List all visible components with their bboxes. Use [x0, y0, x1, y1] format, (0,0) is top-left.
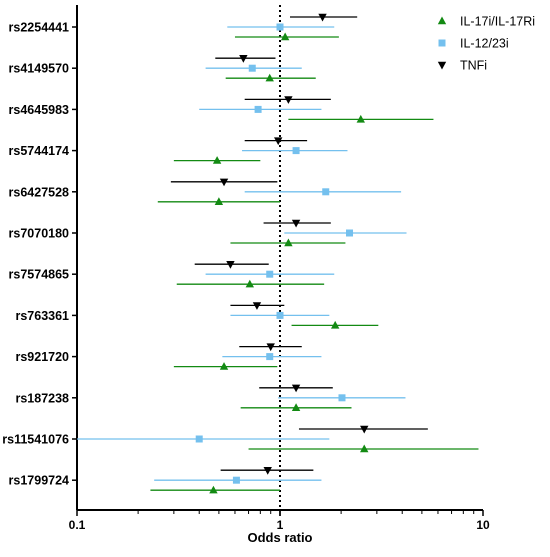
il-12-23i-point: [232, 476, 240, 484]
il-17i-il-17ri-point: [291, 403, 301, 411]
y-tick-label: rs2254441: [9, 21, 70, 35]
axes-group: 0.1 1 10 rs2254441 rs4149570 rs4645983 rs57441…: [2, 5, 490, 532]
y-tick-label: rs11541076: [2, 433, 69, 447]
tnfi-point: [252, 302, 262, 310]
il-12-23i-point: [266, 270, 274, 278]
tnfi-point: [239, 55, 248, 63]
il-17i-il-17ri-point: [284, 238, 293, 247]
il-17i-il-17ri-point: [360, 444, 369, 453]
x-axis-title: Odds ratio: [247, 530, 312, 545]
x-tick-label: 1: [277, 518, 284, 532]
y-tick-label: rs7574865: [9, 268, 70, 282]
il-17i-il-17ri-point: [212, 156, 222, 164]
il-17i-il-17ri-point: [214, 197, 224, 205]
tnfi-point: [318, 13, 327, 22]
y-tick-label: rs921720: [15, 350, 69, 364]
il-12-23i-point: [292, 147, 300, 155]
legend-marker-tnfi: [437, 61, 447, 70]
legend-label-il-17i-il-17ri: IL-17i/IL-17Ri: [460, 15, 535, 29]
tnfi-point: [284, 96, 293, 104]
y-tick-label: rs1799724: [9, 474, 70, 488]
tnfi-point: [226, 261, 235, 269]
tnfi-point: [291, 384, 301, 393]
y-tick-label: rs6427528: [9, 185, 70, 199]
y-tick-label: rs5744174: [9, 144, 70, 158]
x-tick-label: 10: [476, 518, 490, 532]
il-12-23i-point: [254, 105, 262, 113]
il-12-23i-point: [195, 435, 203, 443]
y-tick-label: rs7070180: [9, 227, 70, 241]
il-12-23i-point: [276, 311, 284, 319]
legend-marker-il-12-23i: [438, 39, 446, 47]
y-tick-label: rs187238: [15, 391, 69, 405]
il-12-23i-point: [346, 229, 354, 237]
il-17i-il-17ri-point: [245, 279, 255, 288]
y-tick-label: rs4149570: [9, 62, 70, 76]
tnfi-point: [274, 137, 283, 146]
il-12-23i-point: [322, 188, 330, 196]
tnfi-point: [360, 425, 369, 434]
y-tick-label: rs4645983: [9, 103, 70, 117]
y-tick-label: rs763361: [15, 309, 69, 323]
il-12-23i-point: [276, 23, 284, 31]
il-17i-il-17ri-point: [219, 362, 229, 370]
il-17i-il-17ri-point: [280, 32, 290, 41]
tnfi-point: [263, 467, 272, 475]
legend-label-il-12-23i: IL-12/23i: [460, 37, 509, 51]
x-tick-label: 0.1: [69, 518, 86, 532]
marks-group: [77, 13, 479, 494]
tnfi-point: [266, 343, 275, 352]
il-17i-il-17ri-point: [265, 73, 274, 82]
legend-label-tnfi: TNFi: [460, 59, 487, 73]
tnfi-point: [291, 219, 301, 228]
il-12-23i-point: [266, 353, 274, 361]
legend-marker-il-17i-il-17ri: [437, 16, 447, 25]
legend: IL-17i/IL-17Ri IL-12/23i TNFi: [437, 15, 535, 73]
tnfi-point: [219, 178, 229, 187]
il-12-23i-point: [248, 64, 256, 72]
il-17i-il-17ri-point: [330, 320, 340, 329]
il-17i-il-17ri-point: [209, 485, 218, 494]
il-17i-il-17ri-point: [356, 114, 365, 123]
il-12-23i-point: [338, 394, 346, 402]
